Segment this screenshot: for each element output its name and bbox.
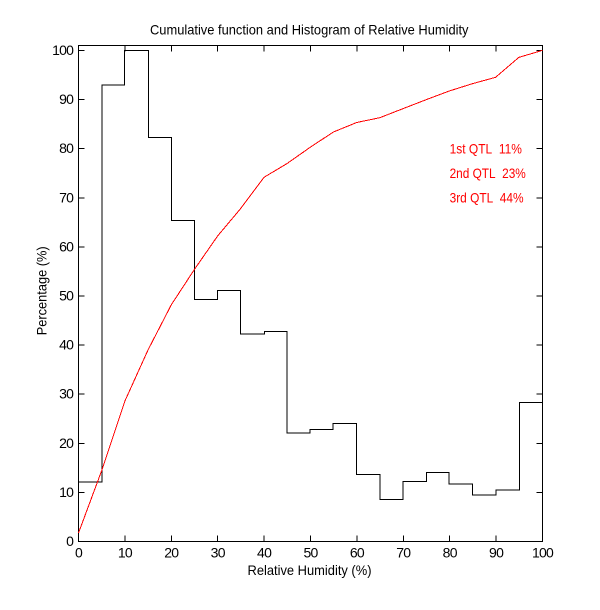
svg-text:90: 90 (489, 545, 504, 561)
svg-text:60: 60 (350, 545, 365, 561)
svg-text:60: 60 (59, 238, 74, 254)
svg-text:80: 80 (443, 545, 458, 561)
svg-text:50: 50 (59, 288, 74, 304)
svg-text:Relative Humidity (%): Relative Humidity (%) (248, 562, 372, 578)
svg-text:40: 40 (257, 545, 272, 561)
svg-text:3rd QTL 44%: 3rd QTL 44% (450, 189, 524, 205)
svg-text:70: 70 (59, 189, 74, 205)
svg-text:0: 0 (66, 533, 74, 549)
svg-text:80: 80 (59, 140, 74, 156)
svg-text:20: 20 (164, 545, 179, 561)
svg-text:0: 0 (75, 545, 83, 561)
svg-text:Percentage (%): Percentage (%) (34, 246, 50, 335)
svg-text:10: 10 (59, 484, 74, 500)
svg-text:30: 30 (59, 386, 74, 402)
svg-text:100: 100 (52, 42, 74, 58)
svg-text:2nd QTL 23%: 2nd QTL 23% (450, 165, 526, 181)
svg-text:1st QTL 11%: 1st QTL 11% (450, 140, 522, 156)
svg-text:50: 50 (303, 545, 318, 561)
svg-text:90: 90 (59, 91, 74, 107)
svg-text:100: 100 (532, 545, 554, 561)
svg-text:70: 70 (396, 545, 411, 561)
svg-text:40: 40 (59, 337, 74, 353)
svg-text:20: 20 (59, 435, 74, 451)
svg-text:Cumulative function and Histog: Cumulative function and Histogram of Rel… (150, 22, 469, 38)
svg-text:10: 10 (118, 545, 133, 561)
svg-text:30: 30 (211, 545, 226, 561)
